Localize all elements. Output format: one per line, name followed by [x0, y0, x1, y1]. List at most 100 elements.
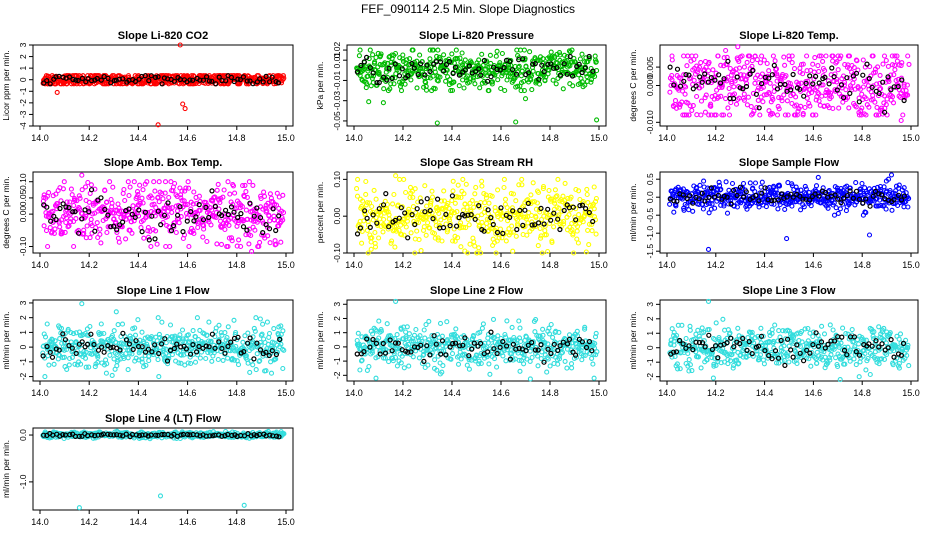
data-point	[412, 221, 418, 228]
data-point	[146, 353, 152, 359]
data-point	[139, 356, 145, 362]
data-point	[546, 67, 552, 73]
data-point	[681, 72, 687, 78]
data-point	[579, 69, 585, 76]
data-point	[54, 206, 60, 212]
data-point	[257, 76, 263, 82]
data-point	[248, 232, 254, 239]
data-point	[172, 180, 178, 187]
data-point	[176, 360, 182, 366]
data-point	[252, 328, 258, 334]
data-point	[146, 77, 152, 84]
data-point	[468, 212, 474, 218]
data-point	[539, 62, 545, 68]
data-point	[462, 57, 468, 63]
data-point	[403, 224, 409, 230]
data-point	[166, 194, 172, 201]
data-point	[72, 361, 78, 367]
data-point	[389, 238, 395, 244]
data-point	[44, 343, 50, 350]
data-point	[152, 188, 158, 194]
data-point	[418, 199, 424, 205]
data-point	[421, 84, 427, 90]
data-point	[472, 81, 478, 87]
data-point	[51, 213, 57, 219]
data-point	[535, 220, 542, 226]
data-point	[732, 78, 738, 84]
data-point	[465, 212, 471, 218]
data-point	[408, 230, 414, 236]
data-point	[463, 181, 469, 187]
data-point	[876, 203, 882, 209]
data-point	[387, 86, 393, 92]
data-point	[431, 333, 437, 339]
data-point	[593, 59, 599, 65]
series-black	[41, 187, 282, 243]
data-point	[582, 326, 588, 332]
data-point	[885, 63, 891, 69]
data-point	[392, 50, 399, 57]
data-point	[669, 53, 675, 59]
y-tick-label: 0.0	[645, 191, 655, 203]
y-axis-label: percent per min.	[315, 182, 325, 243]
data-point	[475, 343, 481, 349]
data-point	[519, 182, 525, 188]
series-black	[354, 53, 596, 86]
data-point	[372, 59, 378, 65]
data-point	[156, 374, 162, 380]
data-point	[250, 182, 256, 188]
data-point	[418, 248, 424, 254]
data-point	[226, 222, 232, 228]
y-tick-label: -1	[332, 357, 342, 365]
data-point	[79, 75, 86, 82]
data-point	[424, 343, 430, 349]
data-point	[782, 62, 788, 68]
data-point	[433, 341, 439, 347]
data-point	[832, 192, 838, 198]
data-point	[113, 219, 119, 225]
data-point	[138, 225, 144, 231]
data-point	[68, 216, 74, 222]
data-point	[233, 330, 239, 336]
data-point	[404, 324, 410, 330]
data-point	[276, 205, 282, 211]
data-point	[244, 194, 250, 200]
data-point	[552, 187, 558, 193]
data-point	[154, 241, 160, 247]
data-point	[224, 335, 230, 341]
data-point	[546, 187, 552, 194]
data-point	[699, 79, 705, 85]
data-point	[856, 112, 862, 118]
data-point	[75, 230, 82, 236]
data-point	[74, 362, 81, 368]
data-point	[160, 196, 166, 202]
data-point	[481, 57, 487, 64]
y-tick-label: 3	[332, 302, 342, 307]
data-point	[418, 212, 424, 218]
data-point	[50, 337, 56, 343]
data-point	[523, 63, 529, 69]
data-point	[190, 328, 196, 334]
data-point	[796, 81, 802, 87]
data-point	[545, 206, 551, 212]
data-point	[682, 91, 688, 97]
data-point	[568, 350, 574, 356]
data-point	[495, 333, 501, 339]
data-point	[455, 182, 461, 188]
data-point	[397, 176, 403, 182]
data-point	[893, 188, 899, 194]
data-point	[180, 229, 186, 235]
data-point	[825, 78, 831, 84]
data-point	[800, 61, 806, 67]
data-point	[779, 98, 785, 104]
data-point	[172, 333, 178, 339]
data-point	[439, 333, 445, 339]
data-point	[235, 220, 241, 226]
data-point	[269, 348, 275, 354]
data-point	[579, 51, 585, 57]
data-point	[562, 180, 568, 186]
data-point	[783, 200, 789, 206]
